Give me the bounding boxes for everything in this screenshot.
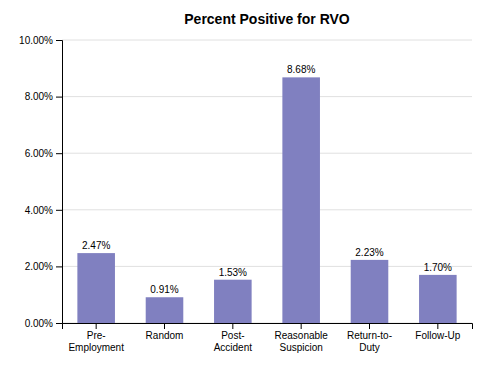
plot: Pre-Employment Random Post-Accident Reasona… (19, 35, 472, 353)
y-tick-mark (56, 210, 62, 211)
x-tick: ReasonableSuspicion (274, 323, 328, 353)
chart: Pre-Employment Random Post-Accident Reasona… (0, 0, 488, 375)
x-tick-mark (164, 323, 165, 329)
bar (214, 280, 252, 323)
x-tick-label-line: Employment (68, 342, 124, 353)
x-tick: Follow-Up (415, 323, 460, 341)
bar (282, 77, 320, 323)
x-tick-label-line: Post- (221, 330, 244, 341)
x-tick: Return-to-Duty (347, 323, 392, 353)
data-label: 1.53% (219, 267, 247, 278)
y-axis: 0.00% 2.00% 4.00% 6.00% 8.00% 10.00% (19, 35, 62, 329)
data-label: 0.91% (150, 284, 178, 295)
y-tick-mark (56, 40, 62, 41)
y-tick-mark (56, 97, 62, 98)
bar (419, 275, 457, 323)
y-tick: 2.00% (25, 261, 62, 272)
y-tick-mark (56, 153, 62, 154)
y-tick: 0.00% (25, 318, 62, 329)
data-label: 2.47% (82, 240, 110, 251)
x-tick-label: Random (146, 330, 184, 341)
grid-line (62, 209, 472, 210)
axis-line (56, 41, 63, 324)
y-tick: 4.00% (25, 205, 62, 216)
bars (77, 77, 456, 323)
y-tick-label: 6.00% (25, 148, 53, 159)
x-tick-label: ReasonableSuspicion (274, 330, 328, 353)
y-tick-label: 8.00% (25, 91, 53, 102)
y-tick: 10.00% (19, 35, 62, 46)
x-tick-mark (301, 323, 302, 329)
x-tick: Random (146, 323, 184, 341)
x-tick-mark (437, 323, 438, 329)
bar (146, 297, 184, 323)
y-tick-label: 10.00% (19, 35, 53, 46)
y-tick-label: 2.00% (25, 261, 53, 272)
y-tick: 8.00% (25, 91, 62, 102)
x-tick-label-line: Suspicion (279, 342, 322, 353)
x-tick-label-line: Accident (214, 342, 253, 353)
y-tick-mark (56, 323, 62, 324)
axis-line (63, 324, 473, 330)
x-tick-label-line: Random (146, 330, 184, 341)
data-labels: 2.47% 0.91% 1.53% 8.68% 2.23% 1.70% (82, 64, 452, 295)
data-label: 8.68% (287, 64, 315, 75)
x-tick-label: Pre-Employment (68, 330, 124, 353)
x-tick-mark (96, 323, 97, 329)
y-tick-label: 0.00% (25, 318, 53, 329)
x-tick-mark (369, 323, 370, 329)
y-tick-label: 4.00% (25, 205, 53, 216)
x-axis: Pre-Employment Random Post-Accident Reasona… (63, 323, 473, 353)
grid-line (62, 96, 472, 97)
x-tick-mark (232, 323, 233, 329)
x-tick: Post-Accident (214, 323, 253, 353)
x-tick-label: Post-Accident (214, 330, 253, 353)
grid-line (62, 266, 472, 267)
grid-line (62, 40, 472, 41)
y-tick-mark (56, 266, 62, 267)
x-tick-label-line: Pre- (87, 330, 106, 341)
bar (77, 253, 115, 323)
grid-line (62, 153, 472, 154)
data-label: 1.70% (424, 262, 452, 273)
x-tick-label: Follow-Up (415, 330, 460, 341)
x-tick-label-line: Reasonable (274, 330, 328, 341)
x-tick-label-line: Return-to- (347, 330, 392, 341)
x-tick-label-line: Follow-Up (415, 330, 460, 341)
x-tick-label: Return-to-Duty (347, 330, 392, 353)
data-label: 2.23% (355, 247, 383, 258)
x-tick-label-line: Duty (359, 342, 380, 353)
x-tick: Pre-Employment (68, 323, 124, 353)
grid (62, 40, 472, 323)
y-tick: 6.00% (25, 148, 62, 159)
bar (351, 260, 389, 323)
title: Percent Positive for RVO (184, 11, 350, 27)
